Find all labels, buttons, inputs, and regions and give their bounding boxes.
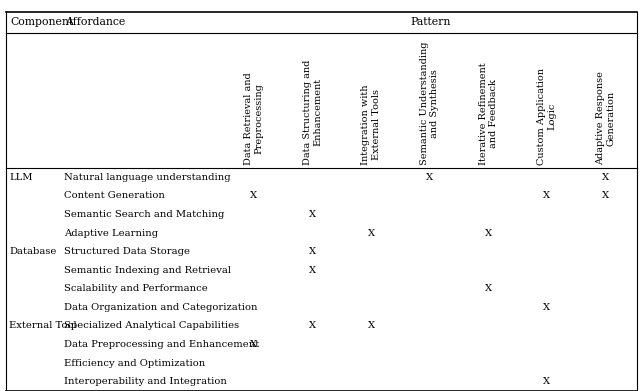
Text: X: X [543,377,550,386]
Text: Data Retrieval and
Preprocessing: Data Retrieval and Preprocessing [244,72,264,165]
Text: LLM: LLM [9,173,33,182]
Text: X: X [250,192,257,201]
Text: X: X [309,210,316,219]
Text: X: X [543,192,550,201]
Text: X: X [426,173,433,182]
Text: X: X [484,229,492,238]
Text: Specialized Analytical Capabilities: Specialized Analytical Capabilities [65,321,239,330]
Text: X: X [484,284,492,293]
Text: Semantic Understanding
and Synthesis: Semantic Understanding and Synthesis [420,41,440,165]
Text: Database: Database [9,247,56,256]
Text: Data Preprocessing and Enhancement: Data Preprocessing and Enhancement [65,340,260,349]
Text: X: X [309,266,316,275]
Text: Structured Data Storage: Structured Data Storage [65,247,191,256]
Text: X: X [602,192,609,201]
Text: Integration with
External Tools: Integration with External Tools [362,84,381,165]
Text: X: X [309,321,316,330]
Text: X: X [250,340,257,349]
Text: Iterative Refinement
and Feedback: Iterative Refinement and Feedback [479,63,498,165]
Text: X: X [367,229,374,238]
Text: Data Structuring and
Enhancement: Data Structuring and Enhancement [303,59,322,165]
Text: X: X [309,247,316,256]
Text: Affordance: Affordance [65,18,125,27]
Text: External Tool: External Tool [9,321,77,330]
Text: X: X [367,321,374,330]
Text: Efficiency and Optimization: Efficiency and Optimization [65,359,205,368]
Text: Natural language understanding: Natural language understanding [65,173,231,182]
Text: Adaptive Learning: Adaptive Learning [65,229,159,238]
Text: Component: Component [11,18,74,27]
Text: Scalability and Performance: Scalability and Performance [65,284,208,293]
Text: Pattern: Pattern [410,18,451,27]
Text: X: X [602,173,609,182]
Text: Adaptive Response
Generation: Adaptive Response Generation [596,71,615,165]
Text: X: X [543,303,550,312]
Text: Content Generation: Content Generation [65,192,165,201]
Text: Semantic Indexing and Retrieval: Semantic Indexing and Retrieval [65,266,232,275]
Text: Data Organization and Categorization: Data Organization and Categorization [65,303,258,312]
Text: Interoperability and Integration: Interoperability and Integration [65,377,227,386]
Text: Custom Application
Logic: Custom Application Logic [537,68,557,165]
Text: Semantic Search and Matching: Semantic Search and Matching [65,210,225,219]
